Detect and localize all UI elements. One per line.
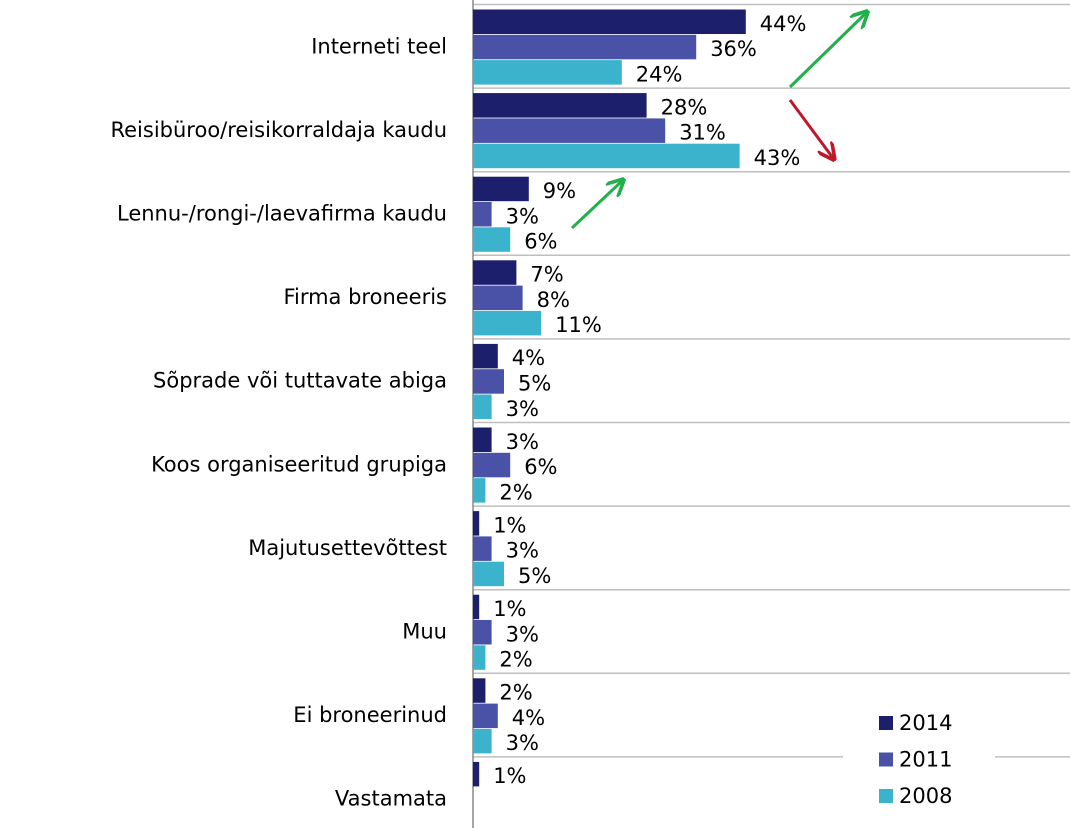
legend-background — [843, 705, 995, 817]
value-label: 44% — [760, 12, 807, 36]
bar — [473, 594, 480, 620]
bar — [473, 9, 746, 34]
bar — [473, 34, 697, 60]
bar — [473, 176, 529, 202]
value-label: 1% — [493, 764, 526, 788]
value-label: 3% — [506, 731, 539, 755]
legend-swatch — [879, 789, 893, 803]
value-label: 3% — [506, 204, 539, 228]
bar — [473, 620, 492, 645]
bar — [473, 511, 480, 536]
bar — [473, 202, 492, 227]
value-label: 5% — [518, 564, 551, 588]
category-label: Ei broneerinud — [293, 703, 447, 727]
plot: Interneti teel 44%36% 24% Reisibüroo/reisik… — [110, 0, 1070, 828]
value-label: 9% — [543, 179, 576, 203]
trend-arrow — [788, 99, 833, 158]
bar — [473, 93, 647, 118]
value-label: 24% — [636, 62, 683, 86]
value-label: 2% — [499, 681, 532, 705]
bar — [473, 452, 511, 478]
bar — [473, 118, 666, 143]
value-label: 6% — [524, 230, 557, 254]
category-label: Muu — [402, 620, 447, 644]
category-label: Majutusettevõttest — [248, 536, 447, 560]
bar — [473, 310, 542, 336]
bar — [473, 285, 523, 311]
legend-label: 2011 — [899, 748, 952, 772]
value-label: 43% — [754, 146, 801, 170]
value-label: 1% — [493, 597, 526, 621]
legend-swatch — [879, 716, 893, 730]
value-label: 31% — [679, 121, 726, 145]
value-label: 11% — [555, 313, 602, 337]
category-label: Interneti teel — [311, 34, 447, 58]
value-label: 3% — [506, 397, 539, 421]
category-label: Sõprade või tuttavate abiga — [153, 369, 447, 393]
value-label: 36% — [710, 37, 757, 61]
legend-label: 2014 — [899, 711, 952, 735]
category-label: Koos organiseeritud grupiga — [151, 452, 447, 476]
category-label: Firma broneeris — [283, 285, 447, 309]
bar — [473, 728, 492, 754]
bar — [473, 60, 622, 85]
bar — [473, 369, 504, 394]
trend-arrow — [788, 13, 866, 89]
bar — [473, 561, 504, 587]
value-label: 4% — [512, 346, 545, 370]
trend-arrow — [570, 181, 622, 230]
value-label: 3% — [506, 430, 539, 454]
value-label: 4% — [512, 706, 545, 730]
value-label: 5% — [518, 371, 551, 395]
bar — [473, 227, 511, 252]
bar — [473, 678, 486, 703]
bar — [473, 761, 480, 787]
value-label: 2% — [499, 648, 532, 672]
legend-swatch — [879, 752, 893, 767]
bar — [473, 645, 486, 670]
bar — [473, 478, 486, 503]
bar — [473, 536, 492, 561]
bar — [473, 260, 517, 285]
bar — [473, 703, 498, 729]
value-label: 1% — [493, 513, 526, 537]
value-label: 6% — [524, 455, 557, 479]
category-label: Reisibüroo/reisikorraldaja kaudu — [110, 118, 447, 142]
value-label: 3% — [506, 539, 539, 563]
bar — [473, 394, 492, 419]
category-label: Lennu-/rongi-/laevafirma kaudu — [117, 202, 447, 226]
bar — [473, 427, 492, 452]
bar — [473, 143, 740, 169]
legend-label: 2008 — [899, 784, 952, 808]
value-label: 28% — [661, 95, 708, 119]
value-label: 7% — [530, 263, 563, 287]
value-label: 8% — [537, 288, 570, 312]
bar — [473, 343, 498, 369]
value-label: 3% — [506, 622, 539, 646]
category-label: Vastamata — [335, 787, 447, 811]
value-label: 2% — [499, 480, 532, 504]
